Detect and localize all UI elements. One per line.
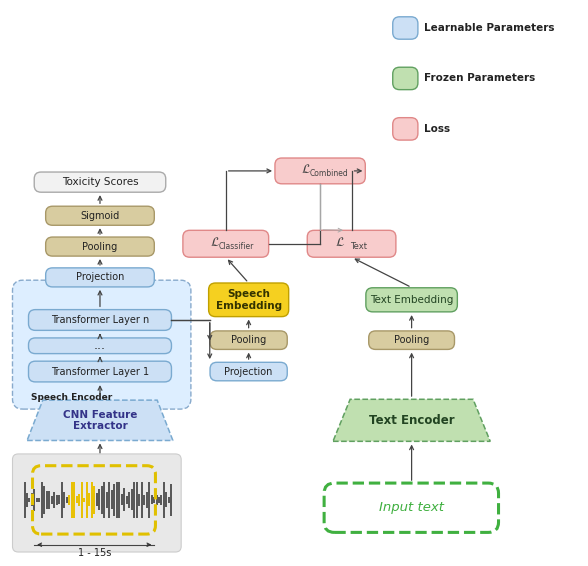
FancyBboxPatch shape — [34, 172, 166, 192]
FancyBboxPatch shape — [46, 268, 154, 287]
Text: Projection: Projection — [225, 367, 273, 376]
Text: Transformer Layer 1: Transformer Layer 1 — [51, 367, 149, 376]
FancyBboxPatch shape — [209, 283, 289, 316]
Text: Frozen Parameters: Frozen Parameters — [424, 74, 536, 83]
FancyBboxPatch shape — [275, 158, 365, 184]
FancyBboxPatch shape — [28, 361, 172, 382]
Text: Text Embedding: Text Embedding — [370, 295, 453, 305]
Text: Text Encoder: Text Encoder — [369, 414, 455, 427]
FancyBboxPatch shape — [210, 362, 288, 381]
FancyBboxPatch shape — [46, 237, 154, 256]
Text: $\mathcal{L}$: $\mathcal{L}$ — [211, 235, 220, 248]
FancyBboxPatch shape — [369, 331, 455, 349]
Text: Input text: Input text — [379, 501, 444, 514]
FancyBboxPatch shape — [366, 288, 457, 312]
Polygon shape — [27, 400, 173, 440]
Text: Speech Encoder: Speech Encoder — [31, 393, 113, 402]
Text: Text: Text — [350, 242, 367, 251]
Text: CNN Feature
Extractor: CNN Feature Extractor — [63, 410, 137, 431]
Text: $\mathcal{L}$: $\mathcal{L}$ — [335, 235, 345, 248]
FancyBboxPatch shape — [28, 310, 172, 331]
Text: Sigmoid: Sigmoid — [81, 211, 119, 221]
Text: Pooling: Pooling — [231, 335, 266, 345]
Text: 1 - 15s: 1 - 15s — [78, 548, 111, 558]
Polygon shape — [333, 399, 490, 441]
Text: Classifier: Classifier — [218, 242, 254, 251]
FancyBboxPatch shape — [28, 338, 172, 354]
Text: Loss: Loss — [424, 124, 450, 134]
Text: ...: ... — [94, 339, 106, 352]
FancyBboxPatch shape — [393, 67, 418, 89]
Text: Learnable Parameters: Learnable Parameters — [424, 23, 554, 33]
FancyBboxPatch shape — [308, 230, 396, 257]
FancyBboxPatch shape — [12, 280, 191, 409]
FancyBboxPatch shape — [393, 17, 418, 39]
Text: Projection: Projection — [76, 272, 124, 282]
Text: Speech
Embedding: Speech Embedding — [216, 289, 282, 311]
Text: $\mathcal{L}$: $\mathcal{L}$ — [301, 163, 311, 175]
FancyBboxPatch shape — [46, 206, 154, 225]
Text: Transformer Layer n: Transformer Layer n — [51, 315, 149, 325]
FancyBboxPatch shape — [12, 454, 181, 552]
Text: Pooling: Pooling — [82, 242, 118, 251]
FancyBboxPatch shape — [183, 230, 269, 257]
FancyBboxPatch shape — [393, 118, 418, 140]
Text: Pooling: Pooling — [394, 335, 429, 345]
Text: Toxicity Scores: Toxicity Scores — [62, 177, 138, 187]
Text: Combined: Combined — [309, 169, 348, 178]
FancyBboxPatch shape — [210, 331, 288, 349]
